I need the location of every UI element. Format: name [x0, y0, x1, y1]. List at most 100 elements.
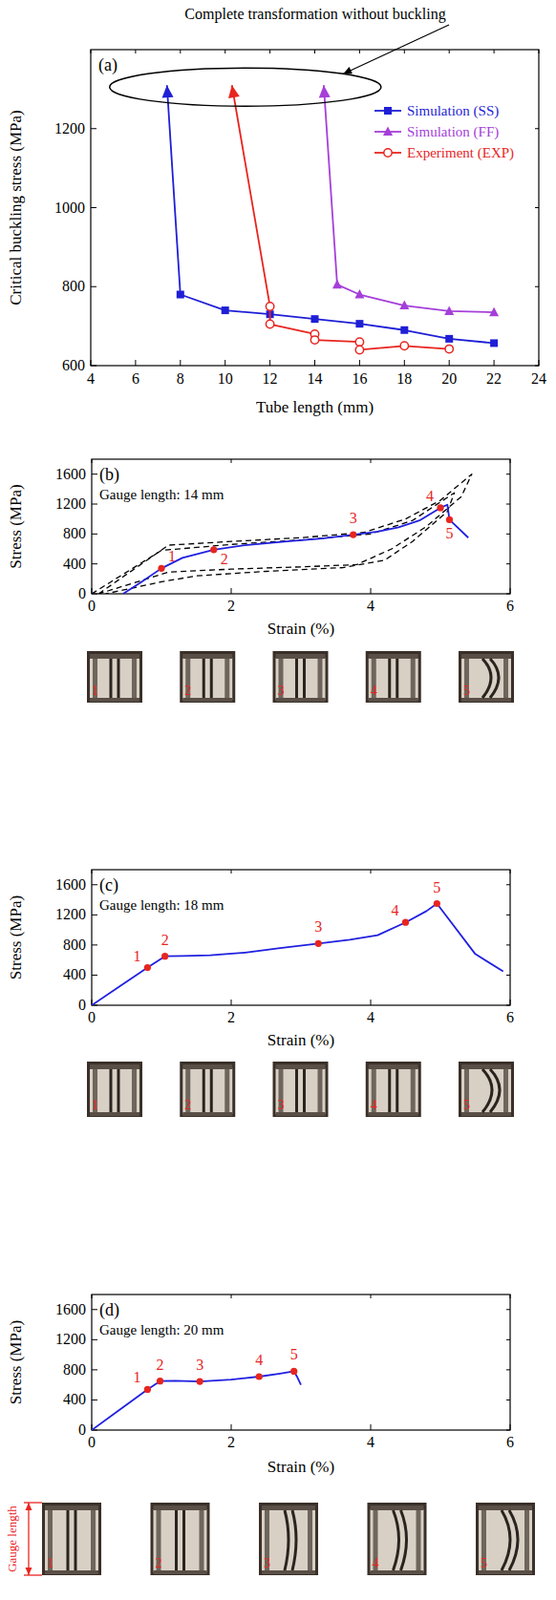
photo: 2 [179, 1062, 236, 1118]
x-tick [510, 870, 512, 875]
x-tick [91, 459, 93, 464]
photo-post [278, 658, 284, 701]
x-tick [314, 49, 316, 54]
y-tick-label: 800 [63, 1362, 86, 1379]
photo-frame [367, 1503, 428, 1577]
x-tick [90, 360, 92, 366]
y-tick-label: 0 [78, 997, 86, 1014]
y-tick-label: 1200 [55, 1331, 86, 1348]
photo-tube [295, 659, 299, 699]
x-tick [224, 49, 226, 54]
y-tick [534, 365, 539, 367]
x-tick-label: 10 [217, 370, 234, 387]
y-tick-label: 400 [63, 556, 86, 573]
y-tick [91, 473, 98, 475]
y-tick [91, 975, 98, 977]
x-tick [231, 1295, 233, 1300]
x-tick-label: 24 [531, 370, 547, 387]
photo-tube [210, 659, 214, 699]
x-tick [224, 360, 226, 366]
photo-background [153, 1510, 208, 1574]
marker [311, 315, 320, 323]
photo-grip [89, 1112, 140, 1117]
gauge-arrowhead [25, 1503, 33, 1512]
photo-grip [368, 698, 419, 703]
photo-background [368, 1069, 419, 1115]
photo-post [224, 658, 230, 701]
x-tick-label: 4 [366, 1434, 375, 1452]
photo-post [371, 1069, 377, 1115]
photo-frame [365, 651, 422, 704]
marker [265, 302, 274, 311]
photo-post [92, 1069, 98, 1115]
photo-label: 2 [155, 1557, 163, 1572]
photo-tube [490, 1069, 500, 1113]
y-tick [534, 128, 539, 129]
x-tick [231, 459, 233, 464]
photo-post [481, 1510, 487, 1574]
arrow-tip [228, 85, 240, 99]
y-tick [90, 128, 97, 129]
point-label: 1 [168, 548, 176, 565]
legend-label: Experiment (EXP) [406, 145, 514, 162]
photo-frame [365, 1062, 422, 1118]
photo-grip [276, 698, 326, 703]
photo: 4 [365, 651, 422, 704]
photo: 2 [179, 651, 236, 704]
marker [221, 306, 230, 315]
x-tick [538, 49, 540, 54]
photo-grip [368, 654, 419, 660]
legend-marker [383, 127, 393, 137]
x-tick [493, 49, 495, 54]
photo-label: 2 [184, 684, 192, 699]
legend-label: Simulation (SS) [406, 103, 499, 120]
photo-tube [74, 1511, 78, 1572]
photo: 1 [42, 1503, 102, 1577]
marker [354, 289, 364, 300]
point-label: 2 [161, 932, 170, 949]
y-tick [91, 884, 98, 886]
photo-post [92, 658, 98, 701]
x-tick [404, 360, 406, 366]
series-line [91, 1371, 301, 1432]
x-tick [370, 1000, 372, 1006]
photo-post [156, 1510, 162, 1574]
photo-grip [182, 1112, 233, 1117]
point-marker [157, 565, 165, 573]
x-tick-label: 2 [227, 1434, 236, 1452]
y-tick-label: 800 [62, 278, 86, 295]
legend-entry: Experiment (EXP) [374, 145, 514, 162]
photo-post [131, 658, 137, 701]
marker [176, 291, 185, 300]
photo-grip [461, 1065, 512, 1070]
y-tick [91, 504, 98, 506]
photo-grip [182, 1065, 233, 1070]
x-tick-label: 4 [366, 598, 375, 615]
figure: 468101214161820222460080010001200Tube le… [0, 0, 556, 1600]
photo-tube [202, 659, 206, 699]
y-axis-title: Critical buckling stress (MPa) [6, 109, 25, 305]
photo-grip [478, 1506, 533, 1512]
y-tick [506, 1400, 511, 1402]
data-group [167, 85, 499, 354]
point-marker [144, 964, 151, 972]
photo-background [89, 658, 140, 701]
marker [332, 279, 343, 290]
photo-post [416, 1510, 422, 1574]
photo-grip [261, 1571, 316, 1576]
photo-tube [182, 1511, 186, 1572]
panel-letter: (b) [99, 465, 120, 486]
x-tick [231, 588, 233, 595]
photo-background [182, 658, 233, 701]
point-marker [196, 1379, 204, 1387]
photo: 5 [458, 1062, 514, 1118]
y-tick-label: 0 [78, 1422, 86, 1439]
y-tick [506, 975, 511, 977]
photo: 3 [258, 1503, 319, 1577]
x-tick-label: 0 [87, 598, 96, 615]
data-group [91, 474, 472, 595]
photo-post [373, 1510, 379, 1574]
photo-post [524, 1510, 530, 1574]
y-tick [91, 563, 98, 565]
panel-letter: (c) [99, 876, 119, 897]
